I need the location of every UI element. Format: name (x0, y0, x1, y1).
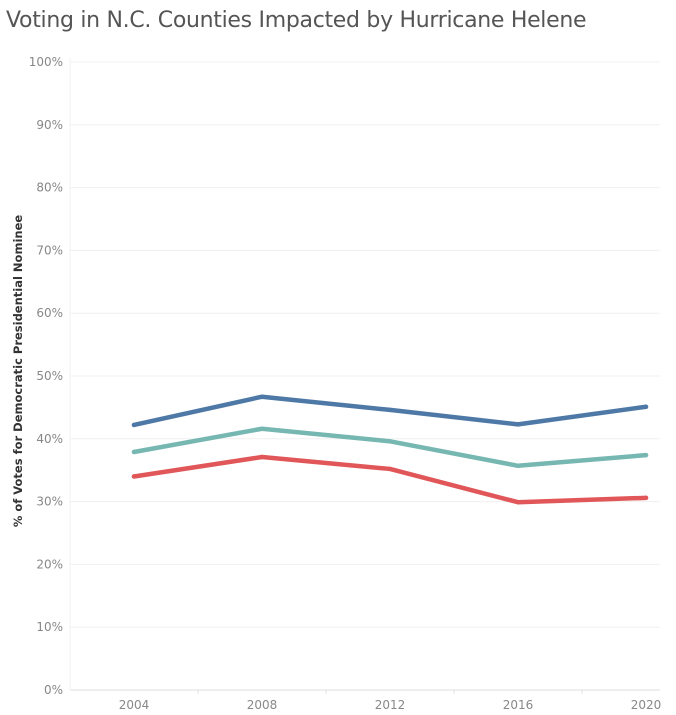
data-point[interactable] (643, 495, 649, 501)
x-tick-label: 2016 (503, 698, 534, 712)
data-point[interactable] (259, 394, 265, 399)
y-tick-label: 50% (36, 369, 63, 383)
gridlines (69, 58, 660, 691)
data-point[interactable] (131, 474, 137, 479)
data-point[interactable] (387, 439, 393, 444)
y-tick-label: 80% (36, 181, 63, 195)
data-point[interactable] (515, 463, 521, 469)
y-tick-label: 100% (29, 55, 63, 69)
x-axis-ticks: 2004 2008 2012 2016 2020 (119, 690, 662, 712)
x-tick-label: 2012 (375, 698, 406, 712)
y-axis-ticks: 0% 10% 20% 30% 40% 50% 60% 70% 80% 90% 100% (29, 55, 63, 697)
y-tick-label: 0% (44, 683, 63, 697)
y-tick-label: 70% (36, 243, 63, 257)
y-tick-label: 10% (36, 620, 63, 634)
data-point[interactable] (259, 426, 265, 431)
data-point[interactable] (515, 500, 521, 505)
data-point[interactable] (643, 404, 649, 409)
data-point[interactable] (131, 422, 137, 428)
y-tick-label: 40% (36, 432, 63, 446)
y-tick-label: 90% (36, 118, 63, 132)
data-point[interactable] (387, 407, 393, 413)
series-line-3[interactable] (131, 454, 649, 505)
y-tick-label: 20% (36, 557, 63, 571)
data-point[interactable] (131, 449, 137, 455)
x-tick-label: 2008 (247, 698, 278, 712)
chart-title: Voting in N.C. Counties Impacted by Hurr… (6, 8, 587, 33)
x-tick-label: 2004 (119, 698, 150, 712)
data-point[interactable] (259, 454, 265, 460)
x-tick-label: 2020 (631, 698, 662, 712)
series-lines (131, 394, 649, 505)
series-line-2[interactable] (131, 426, 649, 469)
data-point[interactable] (643, 452, 649, 458)
y-tick-label: 60% (36, 306, 63, 320)
data-point[interactable] (387, 466, 393, 472)
data-point[interactable] (515, 422, 521, 427)
y-tick-label: 30% (36, 495, 63, 509)
